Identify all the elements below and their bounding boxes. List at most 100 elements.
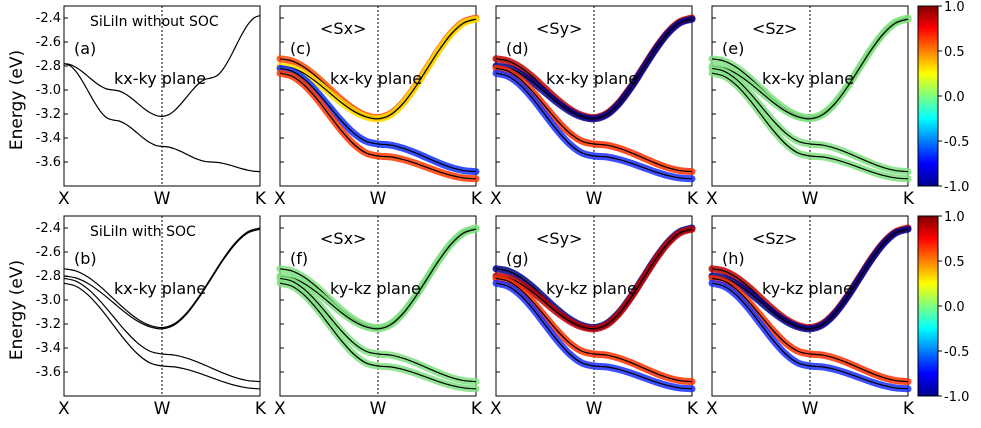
y-tick-label: -2.6 <box>36 245 61 260</box>
panel-tag: (b) <box>74 249 97 268</box>
band-band4 <box>279 282 477 390</box>
band-band4 <box>279 72 477 180</box>
x-tick-label: K <box>255 189 267 209</box>
panel-title: SiLiIn with SOC <box>90 224 196 240</box>
y-tick-label: -3.2 <box>36 107 61 122</box>
colorbar-ticks: 1.0 0.5 0.0 -0.5 -1.0 1.0 0.5 0.0 -0.5 -1.0 <box>938 0 969 405</box>
x-tick-label: K <box>903 189 915 209</box>
plane-label: kx-ky plane <box>546 69 638 88</box>
panel-title: SiLiIn without SOC <box>90 14 219 30</box>
colorbar-tick-label: 0.0 <box>944 90 965 105</box>
x-tick-label: X <box>274 189 286 209</box>
x-tick-label: K <box>471 399 483 419</box>
band-band3 <box>495 277 693 383</box>
colorbar-tick-label: 0.5 <box>944 45 965 60</box>
band-band4 <box>711 72 909 180</box>
x-tick-label: K <box>687 189 699 209</box>
panel-tag: (h) <box>722 249 745 268</box>
band-upper <box>63 15 261 118</box>
panel-tag: (g) <box>506 249 529 268</box>
x-tick-label: X <box>706 399 718 419</box>
band-band2 <box>495 228 693 330</box>
panel-e: X W K (e) <Sz> kx-ky plane <box>706 5 915 209</box>
band-band3 <box>711 67 909 173</box>
x-tick-label: W <box>586 189 603 209</box>
y-tick-label: -3.0 <box>36 293 61 308</box>
x-tick-label: X <box>58 189 70 209</box>
panel-a: -2.4 -2.6 -2.8 -3.0 -3.2 -3.4 -3.6 X W K SiLiIn wi… <box>36 5 267 209</box>
x-tick-label: X <box>706 189 718 209</box>
panel-g: X W K (g) <Sy> ky-kz plane <box>490 215 699 419</box>
panel-f: X W K (f) <Sx> ky-kz plane <box>274 215 483 419</box>
x-tick-label: W <box>586 399 603 419</box>
colorbar-tick-label: 1.0 <box>944 210 965 225</box>
band-lower <box>63 63 261 173</box>
plane-label: kx-ky plane <box>330 69 422 88</box>
plane-label: kx-ky plane <box>114 69 206 88</box>
colorbar-bottom <box>917 215 939 397</box>
colorbar-tick-label: -0.5 <box>944 345 969 360</box>
x-tick-label: X <box>58 399 70 419</box>
x-tick-label: K <box>255 399 267 419</box>
panel-c: X W K (c) <Sx> kx-ky plane <box>274 5 483 209</box>
x-tick-label: W <box>370 189 387 209</box>
y-tick-label: -2.8 <box>36 269 61 284</box>
y-tick-label: -3.2 <box>36 317 61 332</box>
plane-label: kx-ky plane <box>762 69 854 88</box>
x-tick-label: K <box>687 399 699 419</box>
y-tick-label: -3.6 <box>36 155 61 170</box>
panel-tag: (a) <box>74 39 96 58</box>
x-tick-label: W <box>154 189 171 209</box>
spin-title: <Sz> <box>752 19 797 38</box>
colorbar-tick-label: 0.5 <box>944 255 965 270</box>
y-tick-label: -3.6 <box>36 365 61 380</box>
colorbar-tick-label: -0.5 <box>944 135 969 150</box>
plane-label: kx-ky plane <box>114 279 206 298</box>
panel-b: -2.4 -2.6 -2.8 -3.0 -3.2 -3.4 -3.6 X W K SiLiIn wi… <box>36 215 267 419</box>
spin-title: <Sy> <box>536 19 582 38</box>
band-band2 <box>279 228 477 330</box>
x-tick-label: X <box>490 189 502 209</box>
band-band3 <box>495 67 693 173</box>
colorbar-tick-label: 1.0 <box>944 0 965 15</box>
x-tick-label: W <box>154 399 171 419</box>
spin-title: <Sx> <box>320 19 366 38</box>
band-band3 <box>279 277 477 383</box>
y-axis-label-bottom: Energy (eV) <box>7 260 27 360</box>
y-tick-label: -2.4 <box>36 11 61 26</box>
x-tick-label: K <box>903 399 915 419</box>
band-band3 <box>711 277 909 383</box>
panels-group: -2.4 -2.6 -2.8 -3.0 -3.2 -3.4 -3.6 X W K SiLiIn wi… <box>36 5 915 419</box>
band-band2 <box>711 18 909 120</box>
colorbar-tick-label: 0.0 <box>944 300 965 315</box>
band-band2 <box>495 18 693 120</box>
band-band2 <box>279 18 477 120</box>
spin-title: <Sz> <box>752 229 797 248</box>
band-band4 <box>711 282 909 390</box>
panel-d: X W K (d) <Sy> kx-ky plane <box>490 5 699 209</box>
x-tick-label: X <box>274 399 286 419</box>
y-tick-label: -3.0 <box>36 83 61 98</box>
panel-tag: (d) <box>506 39 529 58</box>
x-tick-label: X <box>490 399 502 419</box>
colorbar-tick-label: -1.0 <box>944 390 969 405</box>
y-axis-label-top: Energy (eV) <box>7 50 27 150</box>
y-tick-label: -2.8 <box>36 59 61 74</box>
colorbar-tick-label: -1.0 <box>944 180 969 195</box>
band-band3 <box>63 277 261 383</box>
band-band1 <box>63 227 261 329</box>
band-band2 <box>63 228 261 330</box>
x-tick-label: W <box>370 399 387 419</box>
y-tick-label: -2.6 <box>36 35 61 50</box>
x-tick-label: W <box>802 399 819 419</box>
y-tick-label: -3.4 <box>36 341 61 356</box>
panel-tag: (c) <box>290 39 311 58</box>
x-tick-label: W <box>802 189 819 209</box>
band-band3 <box>279 67 477 173</box>
band-band4 <box>495 72 693 180</box>
plane-label: ky-kz plane <box>762 279 853 298</box>
panel-h: X W K (h) <Sz> ky-kz plane <box>706 215 915 419</box>
plane-label: ky-kz plane <box>330 279 421 298</box>
band-band4 <box>495 282 693 390</box>
